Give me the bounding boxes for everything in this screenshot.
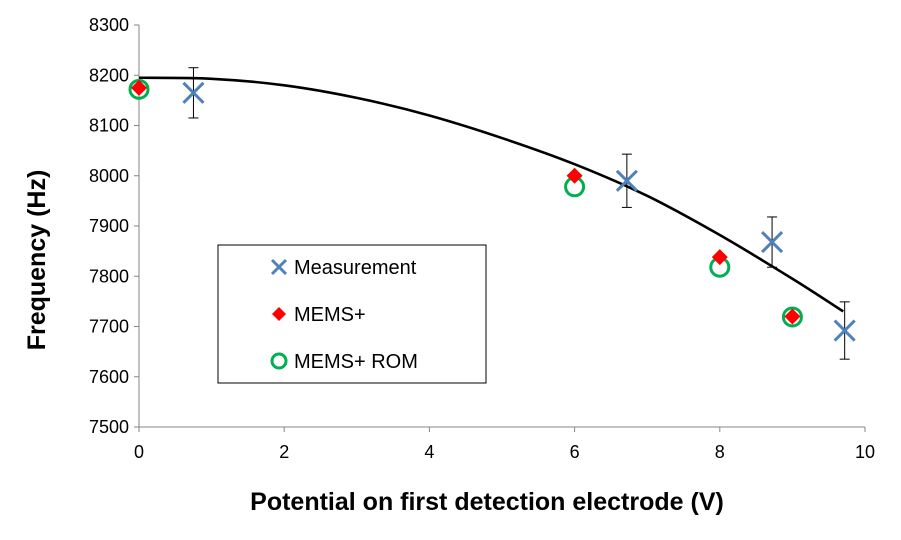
series-mems: [131, 79, 801, 325]
y-axis-title: Frequency (Hz): [23, 170, 51, 351]
x-axis-title: Potential on first detection electrode (…: [250, 488, 724, 516]
axis-ticks: 7500 7600 7700 7800 7900 8000 8100 8200 8300 0 2 4 6…: [89, 15, 875, 462]
y-tick-label: 8200: [89, 65, 129, 85]
x-icon: [833, 319, 856, 342]
x-tick-label: 6: [570, 442, 580, 462]
legend-entry-mems-plus-rom: MEMS+ ROM: [270, 351, 418, 373]
legend-label-mems-plus: MEMS+: [294, 304, 366, 326]
y-tick-label: 7700: [89, 317, 129, 337]
x-tick-label: 8: [715, 442, 725, 462]
x-tick-label: 4: [424, 442, 434, 462]
legend-box: [217, 244, 487, 384]
series-measurement: [182, 81, 856, 342]
legend-label-measurement: Measurement: [294, 257, 417, 279]
y-tick-label: 8000: [89, 166, 129, 186]
y-tick-label: 8100: [89, 116, 129, 136]
x-icon: [615, 169, 638, 192]
x-icon: [761, 231, 784, 254]
y-tick-label: 7500: [89, 417, 129, 437]
diamond-icon: [784, 308, 801, 325]
y-tick-label: 8300: [89, 15, 129, 35]
legend-entry-measurement: Measurement: [270, 257, 417, 279]
x-icon: [270, 258, 288, 276]
circle-icon: [270, 352, 288, 370]
x-tick-label: 0: [134, 442, 144, 462]
legend-label-mems-plus-rom: MEMS+ ROM: [294, 351, 418, 373]
y-tick-label: 7900: [89, 216, 129, 236]
diamond-icon: [272, 307, 286, 321]
diamond-icon: [711, 249, 728, 266]
data-markers: [128, 78, 856, 342]
circle-icon: [781, 306, 803, 328]
diamond-icon: [566, 167, 583, 184]
plot-area: 7500 7600 7700 7800 7900 8000 8100 8200 8300 0 2 4 6…: [89, 15, 875, 462]
y-tick-label: 7800: [89, 266, 129, 286]
trend-curve: [138, 76, 844, 313]
legend-entry-mems-plus: MEMS+: [272, 304, 366, 326]
diamond-icon: [131, 79, 147, 96]
x-icon: [182, 81, 205, 104]
x-tick-label: 10: [855, 442, 875, 462]
y-tick-label: 7600: [89, 367, 129, 387]
legend: Measurement MEMS+ MEMS+ ROM: [217, 244, 487, 384]
x-tick-label: 2: [279, 442, 289, 462]
